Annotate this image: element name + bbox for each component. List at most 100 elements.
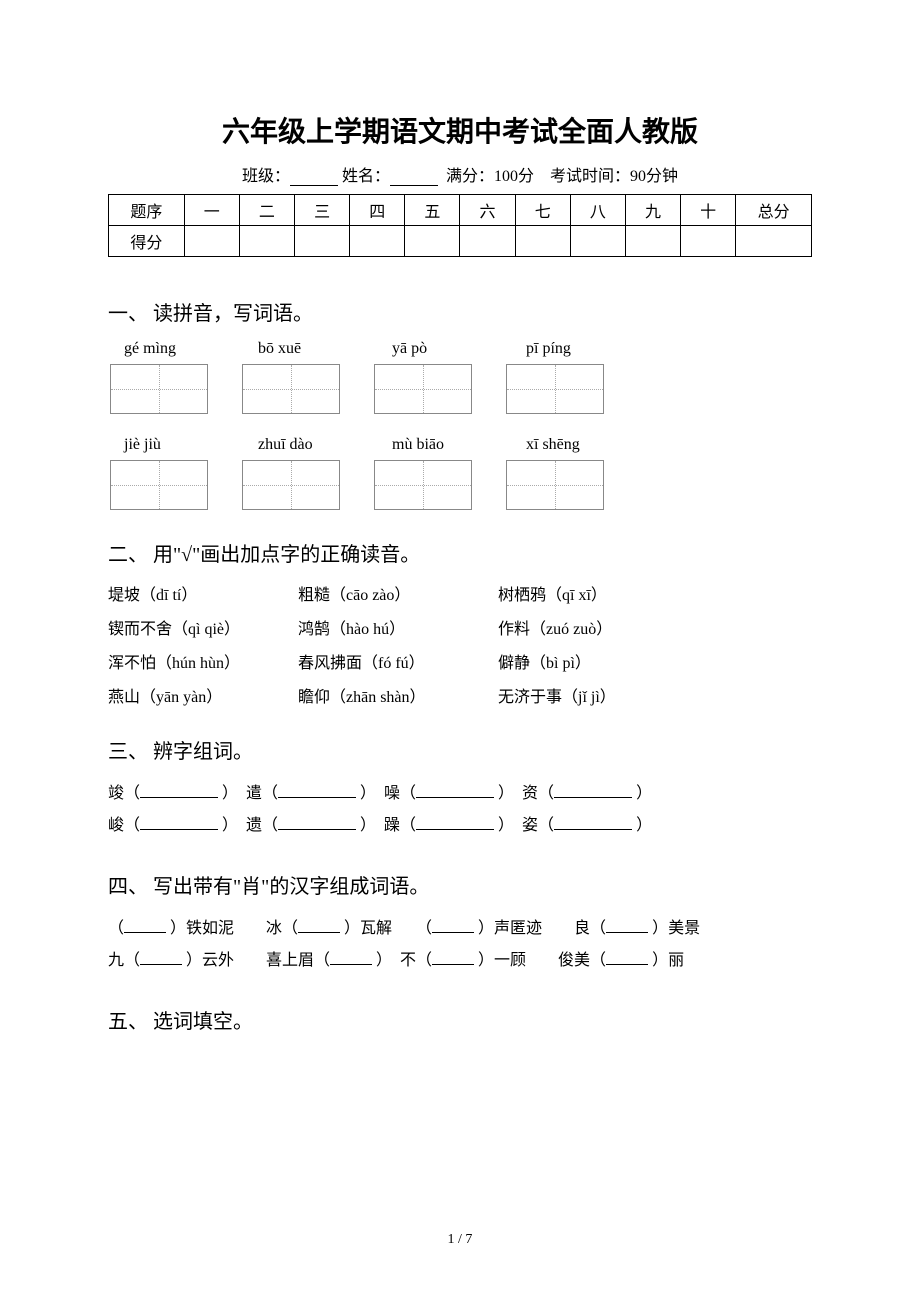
- fill-blank: [432, 964, 474, 965]
- score-cell: [350, 226, 405, 257]
- col-header: 五: [405, 195, 460, 226]
- q4-text: ）瓦解 （: [344, 920, 432, 937]
- full-score: 满分：100分: [446, 168, 534, 185]
- section-2-heading: 二、 用"√"画出加点字的正确读音。: [108, 538, 812, 567]
- col-header: 六: [460, 195, 515, 226]
- q3-row-1: 竣（ ） 遣（ ） 噪（ ） 资（ ）: [108, 778, 812, 810]
- section-1-heading: 一、 读拼音，写词语。: [108, 297, 812, 326]
- pinyin-item: jiè jiù: [124, 436, 222, 454]
- q4-text: ）云外 喜上眉（: [186, 952, 330, 969]
- char-box-row-2: [108, 460, 812, 510]
- pinyin-item: pī píng: [526, 340, 624, 358]
- fill-blank: [416, 797, 494, 798]
- fill-blank: [124, 932, 166, 933]
- pinyin-item: zhuī dào: [258, 436, 356, 454]
- q4-text: ）一顾 俊美（: [478, 952, 606, 969]
- score-table: 题序 一 二 三 四 五 六 七 八 九 十 总分 得分: [108, 194, 812, 257]
- col-header: 八: [570, 195, 625, 226]
- q3-text: ）: [636, 817, 652, 834]
- col-header: 二: [239, 195, 294, 226]
- class-label: 班级：: [242, 168, 290, 185]
- fill-blank: [554, 797, 632, 798]
- q2-item: 锲而不舍（qì qiè）: [108, 615, 298, 639]
- q2-item: 燕山（yān yàn）: [108, 683, 298, 707]
- row2-label: 得分: [109, 226, 185, 257]
- pinyin-item: bō xuē: [258, 340, 356, 358]
- score-cell: [570, 226, 625, 257]
- q2-item: 作料（zuó zuò）: [498, 615, 698, 639]
- pinyin-item: gé mìng: [124, 340, 222, 358]
- fill-blank: [278, 829, 356, 830]
- q2-item: 堤坡（dī tí）: [108, 581, 298, 605]
- col-header: 十: [681, 195, 736, 226]
- char-box: [110, 460, 208, 510]
- q4-row-1: （ ）铁如泥 冰（ ）瓦解 （ ）声匿迹 良（ ）美景: [108, 913, 812, 945]
- fill-blank: [432, 932, 474, 933]
- fill-blank: [330, 964, 372, 965]
- table-row: 题序 一 二 三 四 五 六 七 八 九 十 总分: [109, 195, 812, 226]
- char-box: [110, 364, 208, 414]
- col-header: 九: [625, 195, 680, 226]
- q2-item: 瞻仰（zhān shàn）: [298, 683, 498, 707]
- table-row: 得分: [109, 226, 812, 257]
- fill-blank: [554, 829, 632, 830]
- char-box: [374, 460, 472, 510]
- section-5-heading: 五、 选词填空。: [108, 1005, 812, 1034]
- row1-label: 题序: [109, 195, 185, 226]
- section-4-heading: 四、 写出带有"肖"的汉字组成词语。: [108, 870, 812, 899]
- q3-text: ） 遗（: [222, 817, 278, 834]
- q4-row-2: 九（ ）云外 喜上眉（ ） 不（ ）一顾 俊美（ ）丽: [108, 945, 812, 977]
- q3-text: 峻（: [108, 817, 140, 834]
- section-3-heading: 三、 辨字组词。: [108, 735, 812, 764]
- fill-blank: [298, 932, 340, 933]
- class-blank: [290, 185, 338, 186]
- col-header: 四: [350, 195, 405, 226]
- score-cell: [736, 226, 812, 257]
- subtitle-line: 班级： 姓名： 满分：100分 考试时间：90分钟: [108, 162, 812, 186]
- q3-text: ） 噪（: [360, 785, 416, 802]
- q2-item: 粗糙（cāo zào）: [298, 581, 498, 605]
- pinyin-item: xī shēng: [526, 436, 624, 454]
- col-header: 一: [184, 195, 239, 226]
- q4-text: 九（: [108, 952, 140, 969]
- q4-text: ）声匿迹 良（: [478, 920, 606, 937]
- pinyin-row-2: jiè jiù zhuī dào mù biāo xī shēng: [108, 436, 812, 454]
- q2-item: 无济于事（jǐ jì）: [498, 683, 698, 707]
- exam-time: 考试时间：90分钟: [550, 168, 678, 185]
- q4-text: ）丽: [652, 952, 684, 969]
- score-cell: [295, 226, 350, 257]
- q2-item: 僻静（bì pì）: [498, 649, 698, 673]
- q4-text: ） 不（: [376, 952, 432, 969]
- col-header: 七: [515, 195, 570, 226]
- q4-text: ）美景: [652, 920, 700, 937]
- q3-row-2: 峻（ ） 遗（ ） 躁（ ） 姿（ ）: [108, 810, 812, 842]
- fill-blank: [278, 797, 356, 798]
- q4-text: ）铁如泥 冰（: [170, 920, 298, 937]
- page-title: 六年级上学期语文期中考试全面人教版: [108, 110, 812, 150]
- q2-item: 浑不怕（hún hùn）: [108, 649, 298, 673]
- q2-item: 鸿鹄（hào hú）: [298, 615, 498, 639]
- page-number: 1 / 7: [0, 1232, 920, 1248]
- score-cell: [681, 226, 736, 257]
- q3-text: ） 资（: [498, 785, 554, 802]
- score-cell: [405, 226, 460, 257]
- pinyin-item: mù biāo: [392, 436, 490, 454]
- char-box-row-1: [108, 364, 812, 414]
- fill-blank: [606, 932, 648, 933]
- pinyin-item: yā pò: [392, 340, 490, 358]
- q4-text: （: [108, 920, 124, 937]
- name-label: 姓名：: [342, 168, 390, 185]
- q3-text: 竣（: [108, 785, 140, 802]
- char-box: [506, 364, 604, 414]
- char-box: [242, 364, 340, 414]
- score-cell: [515, 226, 570, 257]
- char-box: [506, 460, 604, 510]
- fill-blank: [140, 964, 182, 965]
- pinyin-row-1: gé mìng bō xuē yā pò pī píng: [108, 340, 812, 358]
- fill-blank: [606, 964, 648, 965]
- score-cell: [625, 226, 680, 257]
- fill-blank: [140, 829, 218, 830]
- fill-blank: [416, 829, 494, 830]
- score-cell: [460, 226, 515, 257]
- char-box: [374, 364, 472, 414]
